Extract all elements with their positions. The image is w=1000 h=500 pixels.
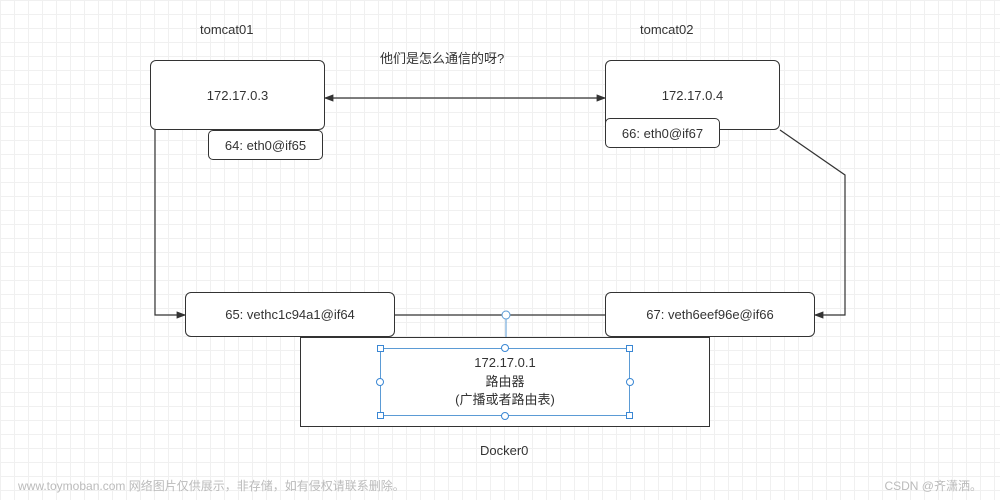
container1-box[interactable]: 172.17.0.3 [150,60,325,130]
resize-handle-icon[interactable] [626,412,633,419]
router-name: 路由器 [485,373,524,392]
tomcat02-label: tomcat02 [640,22,693,37]
veth1-box[interactable]: 65: vethc1c94a1@if64 [185,292,395,337]
edge-right [780,130,845,315]
veth2-text: 67: veth6eef96e@if66 [646,307,773,322]
router-note: (广播或者路由表) [455,391,555,410]
if2-box[interactable]: 66: eth0@if67 [605,118,720,148]
veth1-text: 65: vethc1c94a1@if64 [225,307,355,322]
diagram-canvas: tomcat01 tomcat02 他们是怎么通信的呀? 172.17.0.3 … [0,0,1000,500]
resize-handle-icon[interactable] [376,378,384,386]
veth2-box[interactable]: 67: veth6eef96e@if66 [605,292,815,337]
docker0-label: Docker0 [480,443,528,458]
resize-handle-icon[interactable] [501,412,509,420]
router-ip: 172.17.0.1 [474,354,535,373]
question-label: 他们是怎么通信的呀? [380,48,504,67]
tomcat01-label: tomcat01 [200,22,253,37]
resize-handle-icon[interactable] [626,378,634,386]
container1-ip: 172.17.0.3 [207,88,268,103]
container2-ip: 172.17.0.4 [662,88,723,103]
resize-handle-icon[interactable] [626,345,633,352]
watermark-left: www.toymoban.com 网络图片仅供展示，非存储，如有侵权请联系删除。 [18,477,405,494]
router-box[interactable]: 172.17.0.1 路由器 (广播或者路由表) [380,348,630,416]
if1-text: 64: eth0@if65 [225,138,306,153]
watermark-right: CSDN @齐潇洒。 [884,477,982,494]
resize-handle-icon[interactable] [501,344,509,352]
if1-box[interactable]: 64: eth0@if65 [208,130,323,160]
edge-left [155,130,185,315]
resize-handle-icon[interactable] [377,345,384,352]
connector-endpoint-icon [502,311,510,319]
if2-text: 66: eth0@if67 [622,126,703,141]
resize-handle-icon[interactable] [377,412,384,419]
